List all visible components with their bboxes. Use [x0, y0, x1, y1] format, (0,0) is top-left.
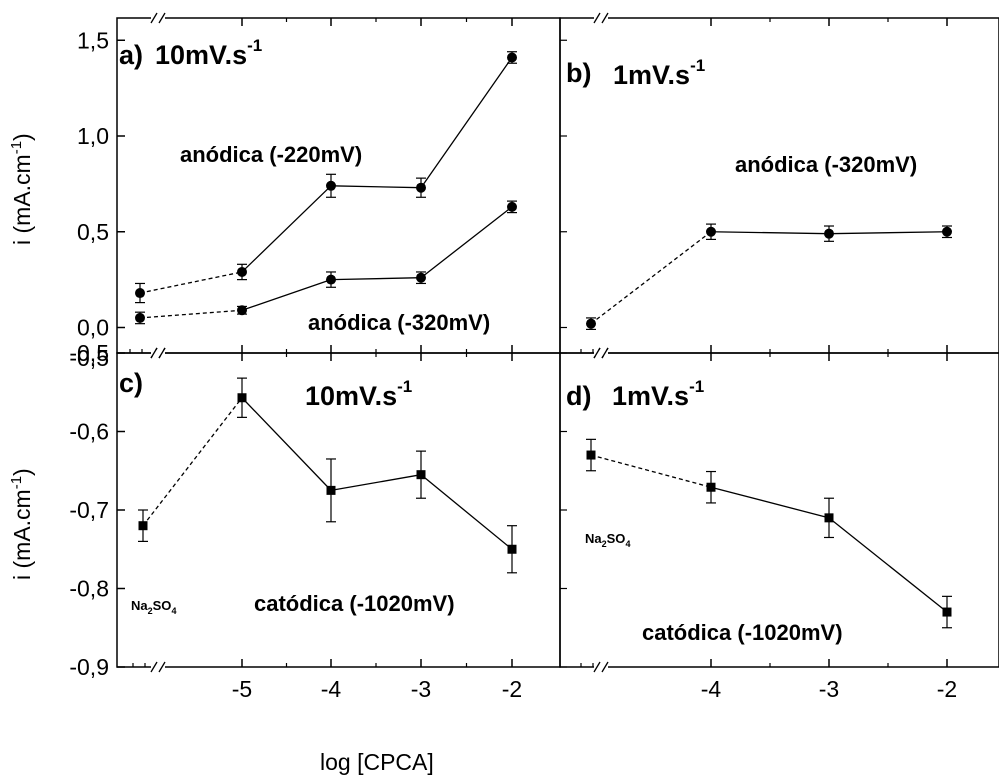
y-tick-label: -0,5	[69, 345, 109, 371]
data-point	[237, 393, 247, 403]
data-point	[416, 272, 426, 283]
series-line-segment	[420, 474, 513, 550]
y-tick-label: -0,7	[69, 497, 109, 523]
series-line-segment	[330, 185, 422, 189]
axis-break-gap	[594, 15, 608, 21]
series-line-segment	[241, 279, 332, 311]
x-tick-label: -2	[502, 676, 522, 702]
data-point	[586, 318, 596, 329]
annotation-anodic-320-b: anódica (-320mV)	[735, 152, 917, 177]
data-point	[326, 485, 336, 495]
annotation-cathodic-d: catódica (-1020mV)	[642, 620, 843, 645]
axis-break-mark	[158, 347, 166, 359]
series-line-segment	[241, 397, 332, 491]
x-tick-label: -2	[937, 676, 957, 702]
axis-break-gap	[151, 350, 165, 356]
series-line-segment	[710, 231, 830, 235]
axis-break-mark	[593, 12, 601, 24]
y-tick-label: -0,9	[69, 654, 109, 680]
na2so4-label-d: Na2SO4	[585, 531, 630, 549]
y-axis-label-top: i (mA.cm-1)	[8, 133, 35, 245]
axis-break-gap	[151, 15, 165, 21]
data-point	[326, 180, 336, 191]
annotation-anodic-220-a: anódica (-220mV)	[180, 142, 362, 167]
panel-d-title: d)	[566, 381, 591, 411]
panel-c-title: c)	[119, 368, 143, 398]
data-point	[416, 182, 426, 193]
series-line-segment	[330, 474, 422, 492]
axis-break-mark	[150, 347, 158, 359]
x-axis-label: log [CPCA]	[320, 749, 434, 775]
x-tick-label: -4	[701, 676, 722, 702]
data-point	[706, 226, 716, 237]
data-point	[416, 470, 426, 480]
data-point	[237, 305, 247, 316]
series-line-segment	[241, 185, 332, 273]
data-point	[326, 274, 336, 285]
axis-break-mark	[601, 12, 609, 24]
series-line-segment	[330, 277, 422, 281]
data-point	[586, 450, 596, 460]
axis-break-mark	[158, 12, 166, 24]
axis-break-mark	[601, 347, 609, 359]
y-tick-label: -0,5	[69, 340, 109, 366]
series-line-segment	[828, 231, 948, 235]
axis-break-mark	[593, 661, 601, 673]
panel-b-rate: 1mV.s-1	[613, 56, 705, 90]
axis-break-gap	[151, 664, 165, 670]
x-tick-label: -5	[232, 676, 252, 702]
data-point	[135, 288, 145, 299]
data-point	[942, 226, 952, 237]
axis-break-mark	[593, 347, 601, 359]
data-point	[507, 201, 517, 212]
data-point	[135, 312, 145, 323]
panel-d-rate: 1mV.s-1	[612, 377, 704, 411]
axis-break-mark	[150, 661, 158, 673]
x-tick-label: -3	[819, 676, 839, 702]
panel-a-title: a)	[119, 40, 143, 70]
y-tick-label: 1,0	[77, 123, 109, 149]
series-line-segment	[420, 57, 513, 189]
x-tick-label: -3	[411, 676, 431, 702]
series-line-segment	[710, 486, 830, 519]
data-point	[824, 228, 834, 239]
na2so4-label-c: Na2SO4	[131, 598, 176, 616]
series-line-segment	[142, 397, 243, 527]
y-tick-label: 1,5	[77, 27, 109, 53]
data-point	[942, 607, 952, 617]
series-line-segment	[590, 454, 712, 488]
axis-break-mark	[150, 12, 158, 24]
panel-c-rate: 10mV.s-1	[305, 377, 412, 411]
panel-a-rate: 10mV.s-1	[155, 36, 262, 70]
series-line-segment	[139, 271, 243, 294]
series-line-segment	[828, 517, 948, 613]
data-point	[706, 482, 716, 492]
y-axis-label-bottom: i (mA.cm-1)	[8, 468, 35, 580]
x-tick-label: -4	[321, 676, 342, 702]
axis-break-gap	[594, 664, 608, 670]
series-line-segment	[420, 206, 513, 279]
data-point	[824, 513, 834, 523]
axis-break-mark	[601, 661, 609, 673]
panel-b-title: b)	[566, 58, 591, 88]
data-point	[507, 544, 517, 554]
series-line-segment	[590, 231, 712, 325]
y-tick-label: 0,5	[77, 219, 109, 245]
y-tick-label: -0,6	[69, 419, 109, 445]
data-point	[507, 52, 517, 63]
annotation-anodic-320-a: anódica (-320mV)	[308, 310, 490, 335]
axis-break-mark	[158, 661, 166, 673]
data-point	[138, 521, 148, 531]
y-tick-label: 0,0	[77, 315, 109, 341]
data-point	[237, 266, 247, 277]
axis-break-gap	[594, 350, 608, 356]
series-line-segment	[139, 309, 243, 319]
annotation-cathodic-c: catódica (-1020mV)	[254, 591, 455, 616]
y-tick-label: -0,8	[69, 576, 109, 602]
